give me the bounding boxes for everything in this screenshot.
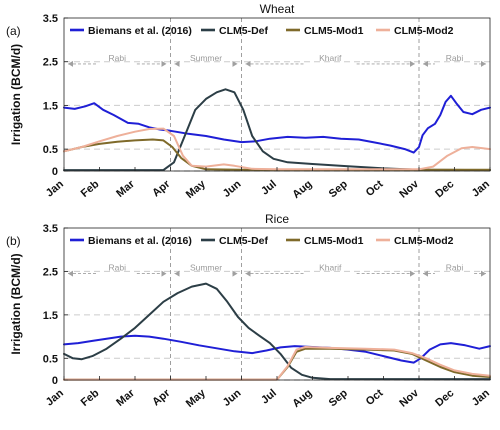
y-tick-label: 3.5 [43,223,58,235]
series-line-2 [63,138,491,171]
x-tick-label: Sep [327,178,350,200]
x-tick-label: Sep [327,387,350,409]
y-tick-label: 1.5 [43,100,58,112]
season-label: Rabi [109,53,127,63]
legend-label: Biemans et al. (2016) [88,25,192,37]
x-tick-label: Feb [79,387,102,409]
x-tick-label: Feb [79,178,102,200]
series-line-1 [63,282,491,381]
x-tick-label: Jan [44,387,66,409]
x-tick-label: Mar [114,387,137,409]
y-tick-label: 2.5 [43,57,58,69]
x-tick-label: Mar [114,178,137,200]
series-line-3 [63,346,491,381]
x-tick-label: Oct [364,387,386,408]
season-arrowhead [232,270,238,277]
season-arrowhead [481,60,486,67]
season-label: Rabi [446,53,464,63]
panel-wheat: Wheat (a) Rabi Summer Kharif Rabi 0 0.5 1.5 2.5 3.… [6,2,492,201]
season-arrowhead [174,270,180,277]
season-arrowhead [410,270,415,277]
x-tick-label: Jun [221,178,244,200]
season-arrowhead [245,270,251,277]
y-tick-label: 3.5 [43,13,58,25]
y-tick-label: 0.5 [43,353,58,365]
season-label: Rabi [446,263,464,273]
x-tick-label: Aug [290,178,314,201]
x-tick-label: Nov [397,387,421,410]
y-axis-label: Irrigation (BCM/d) [9,44,23,145]
legend-label: CLM5-Def [219,25,269,37]
x-tick-label: Jun [221,387,244,409]
x-tick-label: Jul [259,178,279,197]
season-arrowhead [423,60,428,67]
legend-label: Biemans et al. (2016) [88,235,192,247]
x-tick-label: May [184,178,209,202]
season-arrowhead [161,60,167,67]
legend-label: CLM5-Mod1 [304,235,364,247]
panel-title: Rice [265,212,289,226]
x-tick-label: Dec [433,178,456,200]
y-tick-label: 1.5 [43,310,58,322]
x-tick-label: May [184,387,209,411]
x-tick-label: Aug [290,387,314,410]
season-label: Rabi [109,263,127,273]
x-tick-label: Oct [364,178,386,199]
season-label: Kharif [319,53,342,63]
season-arrowhead [161,270,167,277]
season-arrowhead [423,270,428,277]
x-tick-label: Jan [470,178,492,200]
legend-label: CLM5-Mod1 [304,25,364,37]
panel-label: (a) [6,24,21,38]
season-arrowhead [481,270,486,277]
series-line-3 [63,127,491,171]
plot-frame [63,17,491,172]
panel-rice: Rice (b) Rabi Summer Kharif Rabi 0 0.5 1.5 2.5 3.5… [6,212,492,410]
y-tick-label: 0 [52,375,58,387]
season-arrowhead [68,270,73,277]
series-line-0 [63,334,491,364]
plot-frame [63,227,491,381]
y-tick-label: 2.5 [43,266,58,278]
panel-label: (b) [6,234,21,248]
season-arrowhead [68,60,73,67]
x-tick-label: Nov [397,178,421,201]
y-axis-label: Irrigation (BCM/d) [9,253,23,354]
x-tick-label: Jul [259,387,279,406]
season-arrowhead [245,60,251,67]
legend-label: CLM5-Def [219,235,269,247]
series-line-0 [63,94,491,154]
season-arrowhead [232,60,238,67]
season-arrowhead [174,60,180,67]
legend-label: CLM5-Mod2 [394,235,454,247]
x-tick-label: Jan [470,387,492,409]
season-label: Summer [190,263,222,273]
season-label: Summer [190,53,222,63]
x-tick-label: Apr [150,178,173,200]
panel-title: Wheat [260,2,295,16]
legend-label: CLM5-Mod2 [394,25,454,37]
x-tick-label: Dec [433,387,456,409]
y-tick-label: 0.5 [43,144,58,156]
season-label: Kharif [319,263,342,273]
season-arrowhead [410,60,415,67]
series-line-1 [63,88,491,172]
x-tick-label: Apr [150,387,173,409]
x-tick-label: Jan [44,178,66,200]
y-tick-label: 0 [52,166,58,178]
